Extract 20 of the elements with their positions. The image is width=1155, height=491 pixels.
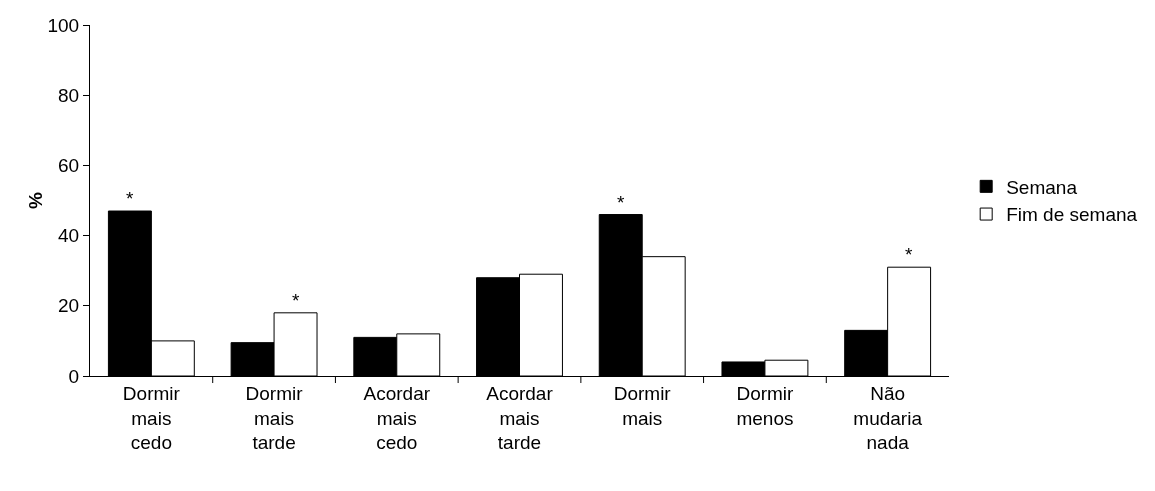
x-tick-label: Acordar mais cedo bbox=[363, 382, 431, 454]
y-tick-label: 40 bbox=[58, 225, 80, 247]
annotation: * bbox=[905, 244, 913, 265]
y-tick-label: 20 bbox=[58, 295, 80, 317]
y-tick-label: 60 bbox=[58, 155, 80, 177]
x-tick-label: Dormir mais cedo bbox=[122, 382, 181, 454]
x-tick-label: Dormir mais bbox=[613, 382, 672, 429]
annotation: * bbox=[617, 192, 625, 213]
x-tick-label: Dormir menos bbox=[736, 382, 795, 429]
annotation: * bbox=[292, 290, 300, 311]
legend-label: Semana bbox=[1006, 176, 1078, 198]
annotation: * bbox=[126, 188, 134, 209]
y-axis-title: % bbox=[25, 191, 46, 209]
y-tick-label: 0 bbox=[68, 365, 80, 387]
x-tick-label: Dormir mais tarde bbox=[245, 382, 304, 454]
y-tick-label: 100 bbox=[47, 14, 80, 36]
x-tick-label: Não mudaria nada bbox=[853, 382, 923, 454]
legend-label: Fim de semana bbox=[1006, 204, 1138, 226]
y-tick-label: 80 bbox=[58, 84, 80, 106]
x-tick-label: Acordar mais tarde bbox=[486, 382, 554, 454]
